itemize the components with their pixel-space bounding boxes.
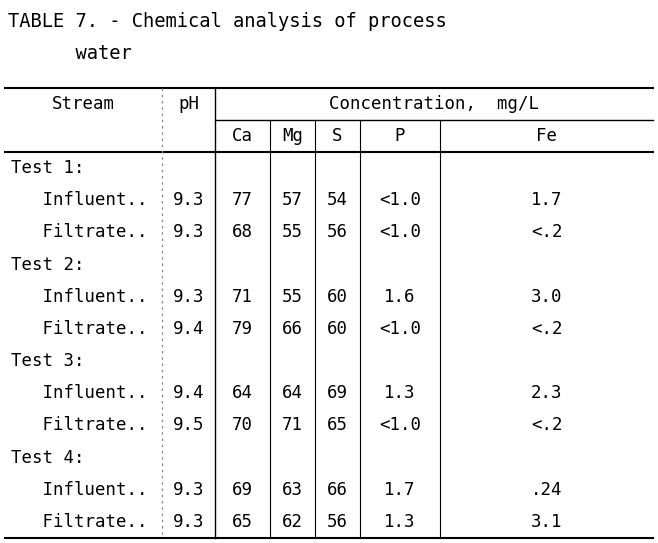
Text: 54: 54 [327,191,348,209]
Text: 77: 77 [232,191,253,209]
Text: 1.7: 1.7 [531,191,562,209]
Text: 1.7: 1.7 [384,481,416,499]
Text: 1.3: 1.3 [384,384,416,402]
Text: Filtrate..: Filtrate.. [11,416,147,434]
Text: 60: 60 [327,288,348,306]
Text: 60: 60 [327,320,348,338]
Text: 2.3: 2.3 [531,384,562,402]
Text: 65: 65 [327,416,348,434]
Text: 9.4: 9.4 [173,320,204,338]
Text: 65: 65 [232,513,253,531]
Text: 71: 71 [232,288,253,306]
Text: Ca: Ca [232,127,253,145]
Text: 9.3: 9.3 [173,223,204,242]
Text: P: P [395,127,405,145]
Text: 64: 64 [232,384,253,402]
Text: 69: 69 [232,481,253,499]
Text: 9.3: 9.3 [173,481,204,499]
Text: <1.0: <1.0 [379,320,421,338]
Text: 3.1: 3.1 [531,513,562,531]
Text: S: S [332,127,343,145]
Text: water: water [8,44,132,63]
Text: Influent..: Influent.. [11,288,147,306]
Text: pH: pH [178,95,199,113]
Text: Fe: Fe [536,127,557,145]
Text: 9.3: 9.3 [173,513,204,531]
Text: 57: 57 [282,191,303,209]
Text: 3.0: 3.0 [531,288,562,306]
Text: <.2: <.2 [531,320,562,338]
Text: 66: 66 [282,320,303,338]
Text: 9.5: 9.5 [173,416,204,434]
Text: Test 1:: Test 1: [11,159,84,177]
Text: Filtrate..: Filtrate.. [11,513,147,531]
Text: Influent..: Influent.. [11,191,147,209]
Text: 56: 56 [327,223,348,242]
Text: 9.3: 9.3 [173,288,204,306]
Text: 62: 62 [282,513,303,531]
Text: 70: 70 [232,416,253,434]
Text: Concentration,  mg/L: Concentration, mg/L [329,95,539,113]
Text: 9.3: 9.3 [173,191,204,209]
Text: Test 3:: Test 3: [11,352,84,370]
Text: 56: 56 [327,513,348,531]
Text: Influent..: Influent.. [11,481,147,499]
Text: <.2: <.2 [531,416,562,434]
Text: 64: 64 [282,384,303,402]
Text: 1.6: 1.6 [384,288,416,306]
Text: .24: .24 [531,481,562,499]
Text: 63: 63 [282,481,303,499]
Text: <1.0: <1.0 [379,191,421,209]
Text: TABLE 7. - Chemical analysis of process: TABLE 7. - Chemical analysis of process [8,12,447,31]
Text: <1.0: <1.0 [379,223,421,242]
Text: 68: 68 [232,223,253,242]
Text: Test 4:: Test 4: [11,449,84,466]
Text: 71: 71 [282,416,303,434]
Text: Mg: Mg [282,127,303,145]
Text: Stream: Stream [52,95,115,113]
Text: Influent..: Influent.. [11,384,147,402]
Text: 55: 55 [282,223,303,242]
Text: <1.0: <1.0 [379,416,421,434]
Text: Test 2:: Test 2: [11,256,84,274]
Text: 69: 69 [327,384,348,402]
Text: <.2: <.2 [531,223,562,242]
Text: 9.4: 9.4 [173,384,204,402]
Text: Filtrate..: Filtrate.. [11,320,147,338]
Text: 55: 55 [282,288,303,306]
Text: 66: 66 [327,481,348,499]
Text: 79: 79 [232,320,253,338]
Text: 1.3: 1.3 [384,513,416,531]
Text: Filtrate..: Filtrate.. [11,223,147,242]
